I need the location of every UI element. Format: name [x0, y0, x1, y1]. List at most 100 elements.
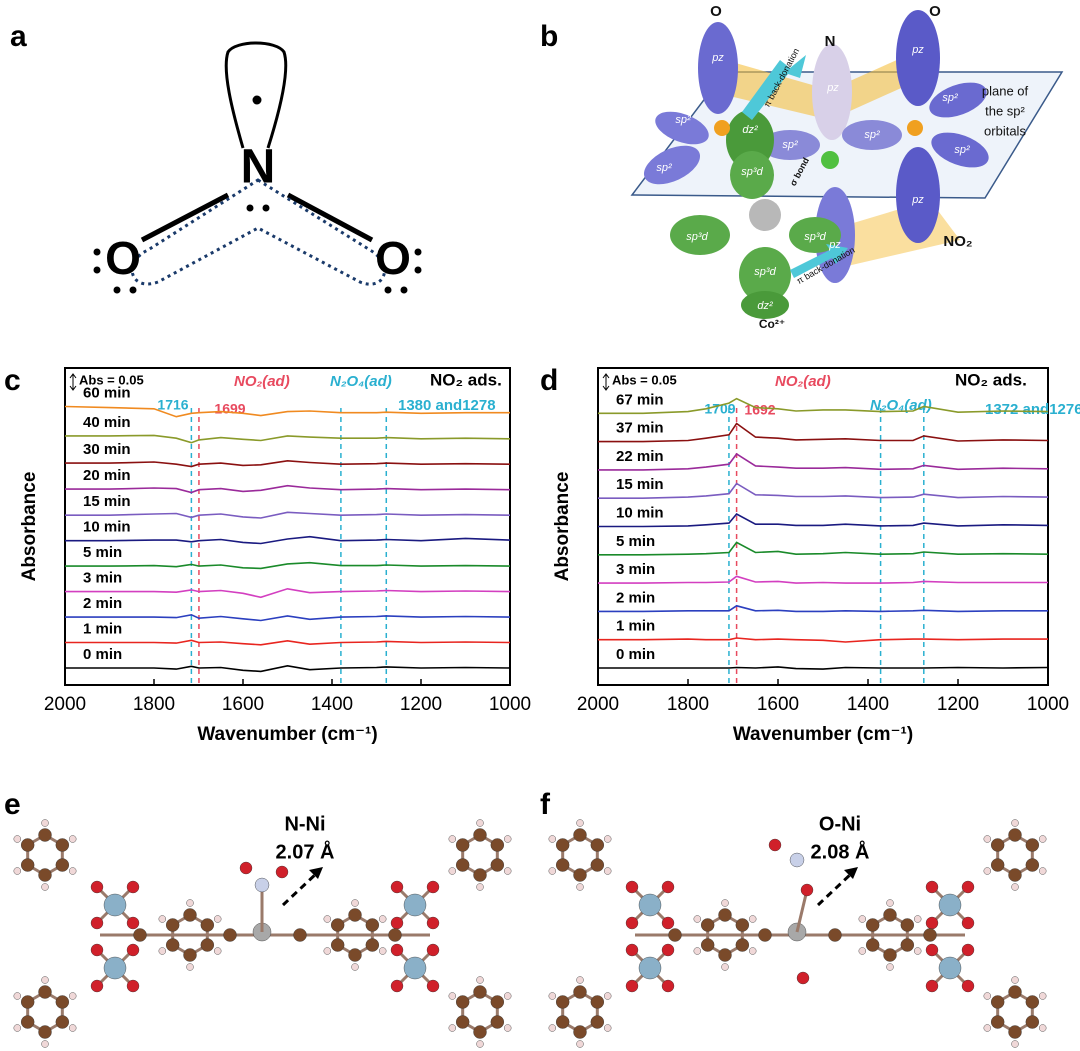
atom — [721, 963, 729, 971]
atom — [200, 918, 215, 932]
atom — [165, 938, 180, 952]
atom — [473, 828, 487, 842]
spectrum — [65, 561, 511, 570]
atom — [625, 880, 639, 894]
atom — [133, 928, 147, 942]
spectrum — [598, 637, 1048, 643]
x-tick-label: 1200 — [400, 694, 442, 715]
atom — [1008, 1025, 1022, 1039]
atom — [41, 819, 49, 827]
atom — [13, 867, 21, 875]
atom-label: N — [241, 141, 276, 194]
legend-label: 1 min — [83, 621, 122, 638]
atom — [20, 858, 35, 872]
scale-bar-label: Abs = 0.05 — [612, 372, 677, 387]
atom — [476, 976, 484, 984]
orbital-label: pz — [711, 52, 724, 64]
atom — [983, 992, 991, 1000]
atom — [923, 928, 937, 942]
orbital-label: dz² — [757, 300, 773, 312]
x-tick-label: 1800 — [667, 694, 709, 715]
scale-bar — [69, 373, 77, 391]
atom — [293, 928, 307, 942]
orbital-label: sp² — [864, 129, 880, 141]
back-donation-arrow — [790, 244, 848, 278]
atom — [13, 835, 21, 843]
atom — [90, 880, 104, 894]
atom — [789, 852, 805, 868]
atom — [925, 880, 939, 894]
orbital-label: plane of — [982, 83, 1029, 98]
orbital-label: O — [710, 3, 722, 20]
atom — [555, 995, 570, 1009]
orbital-lobe — [741, 291, 789, 319]
atom — [548, 835, 556, 843]
legend-label: 3 min — [83, 570, 122, 587]
marker-label: 1716 — [157, 397, 188, 413]
orbital-label: NO₂ — [943, 233, 972, 250]
atom — [983, 867, 991, 875]
spectrum — [598, 482, 1049, 499]
scale-bar-label: Abs = 0.05 — [79, 372, 144, 387]
atom — [883, 948, 897, 962]
atom — [1039, 835, 1047, 843]
atom — [388, 928, 402, 942]
atom — [239, 861, 253, 875]
y-axis-label: Absorbance — [552, 472, 573, 582]
atom — [914, 947, 922, 955]
atom — [858, 947, 866, 955]
atom — [426, 880, 440, 894]
annotation: 1380 and1278 — [398, 397, 496, 414]
atom — [925, 916, 939, 930]
atom — [455, 995, 470, 1009]
atom — [590, 838, 605, 852]
orbital-label: orbitals — [984, 123, 1026, 138]
atom — [749, 947, 757, 955]
spectrum — [598, 422, 1049, 443]
corner-label: NO₂ ads. — [955, 370, 1027, 389]
orbital-lobe — [739, 247, 791, 303]
orbital-lobe — [929, 82, 987, 118]
atom — [573, 828, 587, 842]
spectrum — [65, 459, 511, 468]
atom — [69, 992, 77, 1000]
panel-label: d — [540, 364, 558, 397]
atom-label: O — [105, 232, 141, 284]
atom — [186, 899, 194, 907]
atom — [768, 838, 782, 852]
atom — [693, 915, 701, 923]
electron-dot — [93, 248, 101, 256]
atom — [55, 1015, 70, 1029]
o-center — [714, 120, 730, 136]
atom — [448, 835, 456, 843]
bond-label: N-Ni — [284, 813, 325, 835]
atom — [183, 948, 197, 962]
atom — [858, 915, 866, 923]
atom — [223, 928, 237, 942]
atom — [348, 948, 362, 962]
atom — [1008, 985, 1022, 999]
atom — [390, 979, 404, 993]
atom — [183, 908, 197, 922]
atom — [13, 992, 21, 1000]
electron-dot — [129, 286, 137, 294]
spectrum — [65, 535, 511, 545]
orbital-label: sp² — [782, 139, 798, 151]
atom — [576, 883, 584, 891]
atom — [165, 918, 180, 932]
atom — [925, 979, 939, 993]
orbital-label: sp³d — [686, 231, 708, 243]
atom — [275, 865, 289, 879]
atom — [1025, 858, 1040, 872]
atom — [504, 992, 512, 1000]
atom — [638, 893, 662, 917]
atom — [573, 868, 587, 882]
atom — [900, 938, 915, 952]
atom — [749, 915, 757, 923]
atom — [983, 1024, 991, 1032]
atom — [126, 943, 140, 957]
atom — [490, 1015, 505, 1029]
atom — [661, 943, 675, 957]
atom — [126, 916, 140, 930]
atom — [1011, 1040, 1019, 1048]
